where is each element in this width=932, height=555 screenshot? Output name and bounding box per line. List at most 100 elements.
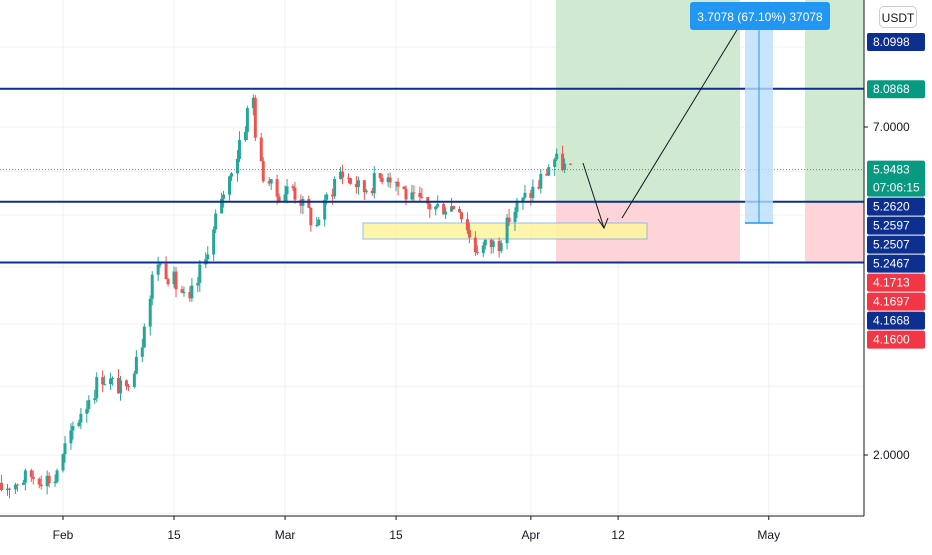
price-badge[interactable]: 8.0868 [867,80,925,99]
candle-body [172,271,176,285]
price-badge[interactable]: 4.1668 [867,311,925,330]
price-badge[interactable]: 5.2507 [867,235,925,254]
candle-body [132,373,136,387]
candle-up [190,277,194,302]
price-badge-bg [867,80,925,99]
candle-body [380,177,384,183]
candle-up [481,241,485,257]
down-arrow-line[interactable] [582,162,605,229]
candle-body [93,398,97,401]
y-tick-label: 7.0000 [873,120,910,134]
candle-body [561,153,565,170]
axes: Feb 15 Mar 15 Apr 12 May 7.0000 2.0000 8.0998 8.08… [0,0,925,542]
candle-body [164,263,168,280]
stop-loss-zone-2 [805,201,864,263]
candle-up [222,190,226,208]
candle-body [95,377,99,399]
price-badge[interactable]: 8.0998 [867,33,925,51]
candle-down [475,245,479,255]
candle-body [507,217,511,222]
candle-body [412,192,416,194]
candle-up [523,184,527,200]
candle-down [537,180,541,190]
measure-label[interactable]: 3.7078 (67.10%) 37078 [690,2,830,30]
candle-body [269,179,273,184]
candle-up [235,150,239,182]
candle-body [339,171,343,179]
price-badge-text: 4.1600 [873,333,910,347]
price-badge[interactable]: 5.2597 [867,216,925,235]
candle-body [428,203,432,210]
candle-body [309,207,313,226]
candle-up [323,194,327,227]
candle-up [198,259,202,292]
price-badge-text: 5.2597 [873,219,910,233]
candle-body [307,198,311,208]
candle-body [275,179,279,197]
candle-up [79,408,83,429]
price-badge[interactable]: 5.2620 [867,197,925,216]
measure-label-text: 3.7078 (67.10%) 37078 [697,10,823,24]
up-arrow-line[interactable] [621,24,741,219]
candle-up [434,205,438,216]
candle-up [196,276,200,293]
candle-up [109,372,113,390]
candle-up [214,209,218,234]
candle-up [237,131,241,163]
candle-down [124,379,128,391]
candle-down [15,483,19,492]
candle-up [555,148,559,162]
candle-down [309,207,313,232]
candle-down [561,145,565,172]
support-zone [362,222,648,240]
candle-down [31,470,35,485]
horizontal-levels[interactable] [0,87,864,264]
price-badge-bg [867,273,925,292]
price-badge[interactable]: 4.1713 [867,273,925,292]
candle-down [346,173,350,184]
candle-body [372,173,376,194]
candle-body [7,488,11,490]
candle-body [29,470,33,477]
position-zones [362,0,864,263]
price-badge[interactable]: 4.1600 [867,330,925,349]
candle-down [465,212,469,234]
candle-down [7,487,11,499]
candle-up [315,216,319,228]
candle-body [553,159,557,168]
candle-body [529,192,533,198]
candle-up [142,323,146,348]
candle-body [198,264,202,283]
candle-up [553,157,557,176]
candle-body [396,181,400,187]
price-badge[interactable]: 4.1697 [867,292,925,311]
candle-down [489,238,493,254]
down-arrow-head-icon[interactable] [597,217,609,230]
candle-body [315,225,319,227]
candle-body [13,484,17,490]
candle-body [71,426,75,431]
candle-body [166,279,170,285]
candle-body [521,197,525,202]
candle-body [220,198,224,214]
candle-down [428,201,432,218]
drawings[interactable]: 3.7078 (67.10%) 37078 [582,2,830,230]
candle-body [569,163,573,165]
candle-body [214,213,218,230]
candle-body [505,217,509,244]
candle-body [103,384,107,386]
measure-label-bg [690,2,830,30]
candle-down [467,222,471,244]
candle-up [132,370,136,389]
candle-down [0,474,4,492]
take-profit-zone [556,0,740,202]
x-tick-label: 15 [167,528,181,542]
candle-up [85,400,89,423]
candle-down [291,184,295,191]
currency-button[interactable]: USDT [879,6,917,28]
price-badge[interactable]: 5.9483 07:06:15 [867,160,925,197]
candle-body [142,326,146,348]
price-badge[interactable]: 5.2467 [867,254,925,273]
